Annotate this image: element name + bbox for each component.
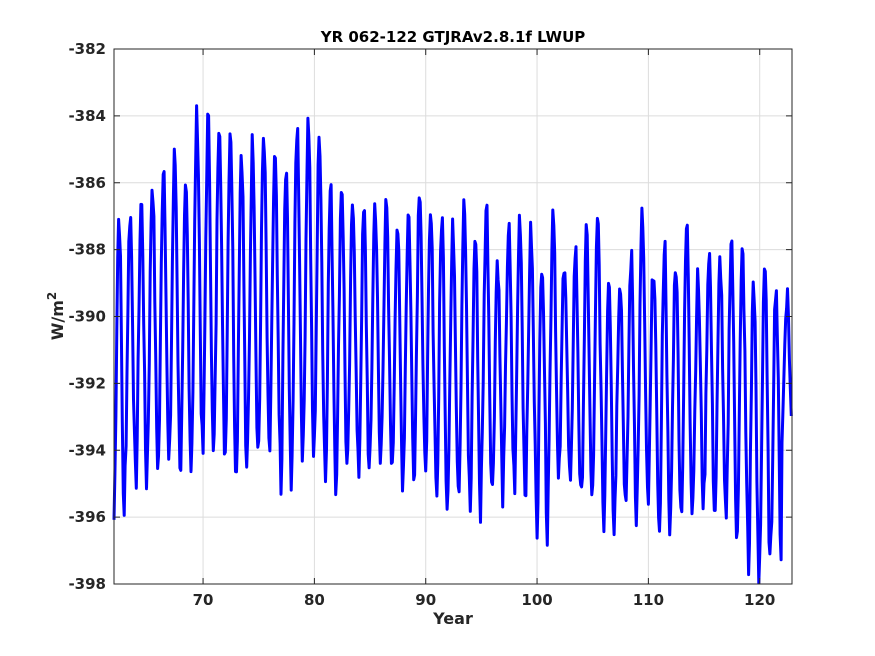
tick-layer: 70 80 90 100 110 120 -382 -384 -386 -388 -390 -392 -… bbox=[68, 40, 792, 609]
y-axis-label: W/m2 bbox=[45, 292, 67, 341]
y-tick-label: -384 bbox=[68, 107, 106, 125]
y-axis-label-superscript: 2 bbox=[45, 292, 59, 300]
y-tick-label: -396 bbox=[68, 508, 106, 526]
x-tick-label: 120 bbox=[744, 591, 775, 609]
series-line bbox=[112, 104, 793, 585]
x-tick-label: 90 bbox=[415, 591, 436, 609]
chart-title: YR 062-122 GTJRAv2.8.1f LWUP bbox=[320, 28, 586, 46]
y-tick-label: -392 bbox=[68, 374, 106, 392]
y-tick-label: -382 bbox=[68, 40, 106, 58]
y-tick-label: -394 bbox=[68, 441, 106, 459]
y-tick-label: -390 bbox=[68, 308, 106, 326]
y-tick-label: -388 bbox=[68, 241, 106, 259]
y-tick-label: -386 bbox=[68, 174, 106, 192]
x-tick-label: 100 bbox=[521, 591, 552, 609]
x-tick-label: 80 bbox=[304, 591, 325, 609]
x-tick-label: 70 bbox=[193, 591, 214, 609]
y-axis-label-main: W/m bbox=[48, 300, 67, 340]
x-axis-label: Year bbox=[432, 609, 473, 628]
series-layer bbox=[112, 104, 793, 585]
y-tick-label: -398 bbox=[68, 575, 106, 593]
x-tick-label: 110 bbox=[633, 591, 664, 609]
